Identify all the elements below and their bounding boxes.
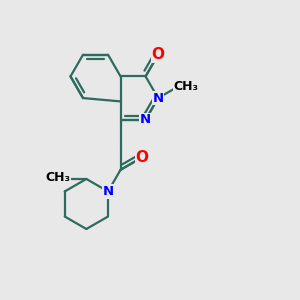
Text: CH₃: CH₃ [173, 80, 198, 93]
Text: O: O [152, 47, 165, 62]
Text: N: N [103, 185, 114, 198]
Text: N: N [152, 92, 164, 105]
Text: O: O [136, 150, 149, 165]
Text: N: N [140, 113, 151, 126]
Text: CH₃: CH₃ [45, 171, 70, 184]
